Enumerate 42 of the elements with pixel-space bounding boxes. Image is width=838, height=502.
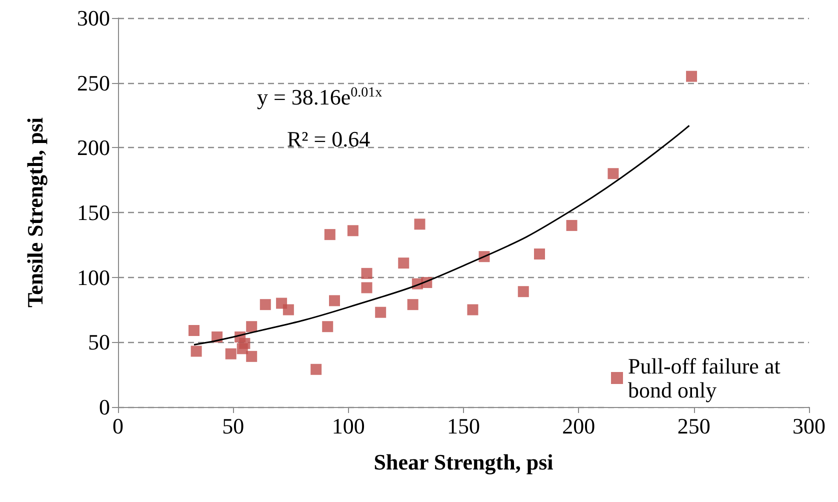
point xyxy=(324,229,336,240)
y-axis-title: Tensile Strength, psi xyxy=(22,117,48,308)
point xyxy=(246,350,258,362)
x-tick-label: 150 xyxy=(447,414,480,438)
point xyxy=(467,304,478,316)
point xyxy=(310,364,322,375)
y-tick-label: 300 xyxy=(77,6,110,30)
y-tick-label: 0 xyxy=(99,394,110,420)
point xyxy=(188,324,200,336)
point xyxy=(608,168,619,180)
annotation: R² = 0.64 xyxy=(287,126,370,152)
point xyxy=(239,338,250,349)
point xyxy=(361,268,372,279)
point xyxy=(225,348,236,360)
point xyxy=(322,321,334,332)
x-tick-label: 50 xyxy=(222,414,244,438)
point xyxy=(361,282,372,294)
point xyxy=(375,306,386,318)
y-tick-label: 200 xyxy=(77,135,110,160)
y-tick-label: 150 xyxy=(77,200,110,225)
point xyxy=(398,258,410,269)
point xyxy=(414,218,426,230)
point xyxy=(407,299,418,310)
y-tick-label: 250 xyxy=(77,70,110,96)
x-tick-label: 300 xyxy=(792,414,826,438)
point xyxy=(566,220,578,231)
point xyxy=(190,346,202,357)
point xyxy=(347,225,358,236)
point xyxy=(534,248,546,260)
x-axis-title: Shear Strength, psi xyxy=(374,450,554,474)
x-tick-label: 250 xyxy=(677,414,710,438)
x-tick-label: 100 xyxy=(332,414,365,438)
y-tick-label: 100 xyxy=(77,264,110,290)
point xyxy=(329,295,340,306)
y-tick-label: 50 xyxy=(88,330,110,355)
point xyxy=(260,299,271,310)
point xyxy=(282,304,294,316)
point xyxy=(518,286,529,298)
point xyxy=(686,70,698,82)
point xyxy=(246,321,258,332)
legend-label: Pull-off failure at bond only xyxy=(628,354,786,402)
x-tick-label: 200 xyxy=(562,414,596,438)
